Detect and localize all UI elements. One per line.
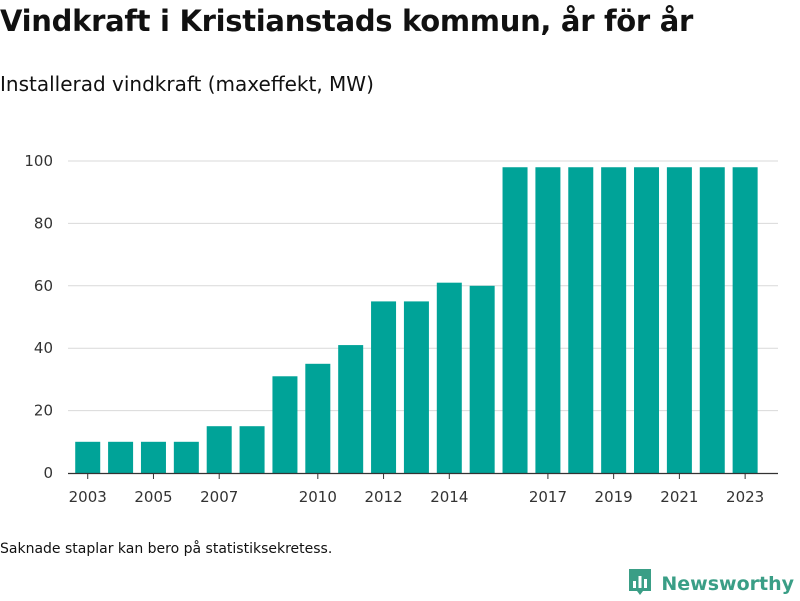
bar: [75, 441, 101, 473]
x-tick-label: 2019: [595, 488, 633, 506]
x-tick-label: 2003: [69, 488, 107, 506]
chart-subtitle: Installerad vindkraft (maxeffekt, MW): [0, 72, 374, 96]
bar: [305, 363, 331, 473]
y-tick-label: 40: [34, 339, 53, 357]
x-tick-label: 2017: [529, 488, 567, 506]
bar: [403, 301, 429, 473]
x-tick-label: 2007: [200, 488, 238, 506]
bar-chart: 0 20 40 60 80 100 2003 2005 2007 2010 2012 2014 2017…: [24, 152, 778, 506]
bar: [502, 167, 528, 474]
bar: [568, 167, 594, 474]
bar: [206, 426, 232, 473]
bar: [634, 167, 660, 474]
brand-name: Newsworthy: [661, 573, 794, 595]
x-tick-label: 2021: [660, 488, 698, 506]
bar-chart-logo-icon: [627, 567, 653, 601]
gridlines: [68, 160, 778, 412]
bar: [535, 167, 561, 474]
bar: [272, 376, 298, 473]
brand-logo: Newsworthy: [627, 568, 794, 600]
x-tick-label: 2012: [364, 488, 402, 506]
axes: 0 20 40 60 80 100 2003 2005 2007 2010 2012 2014 2017…: [24, 152, 778, 506]
y-tick-label: 60: [34, 277, 53, 295]
bar: [108, 441, 134, 473]
y-tick-label: 0: [43, 464, 53, 482]
bar: [436, 282, 462, 473]
bar: [371, 301, 397, 473]
chart-title: Vindkraft i Kristianstads kommun, år för…: [0, 4, 693, 38]
bar: [732, 167, 758, 474]
bar: [338, 345, 364, 473]
x-tick-label: 2023: [726, 488, 764, 506]
bar: [666, 167, 692, 474]
bar: [173, 441, 199, 473]
x-tick-label: 2010: [299, 488, 337, 506]
bar: [239, 426, 265, 473]
bar: [699, 167, 725, 474]
bar: [140, 441, 166, 473]
y-tick-label: 80: [34, 214, 53, 232]
x-tick-label: 2005: [134, 488, 172, 506]
bar: [469, 285, 495, 473]
x-tick-label: 2014: [430, 488, 468, 506]
footnote: Saknade staplar kan bero på statistiksek…: [0, 541, 333, 557]
y-tick-label: 20: [34, 402, 53, 420]
y-tick-label: 100: [24, 152, 53, 170]
bar: [601, 167, 627, 474]
bars: [75, 167, 758, 474]
